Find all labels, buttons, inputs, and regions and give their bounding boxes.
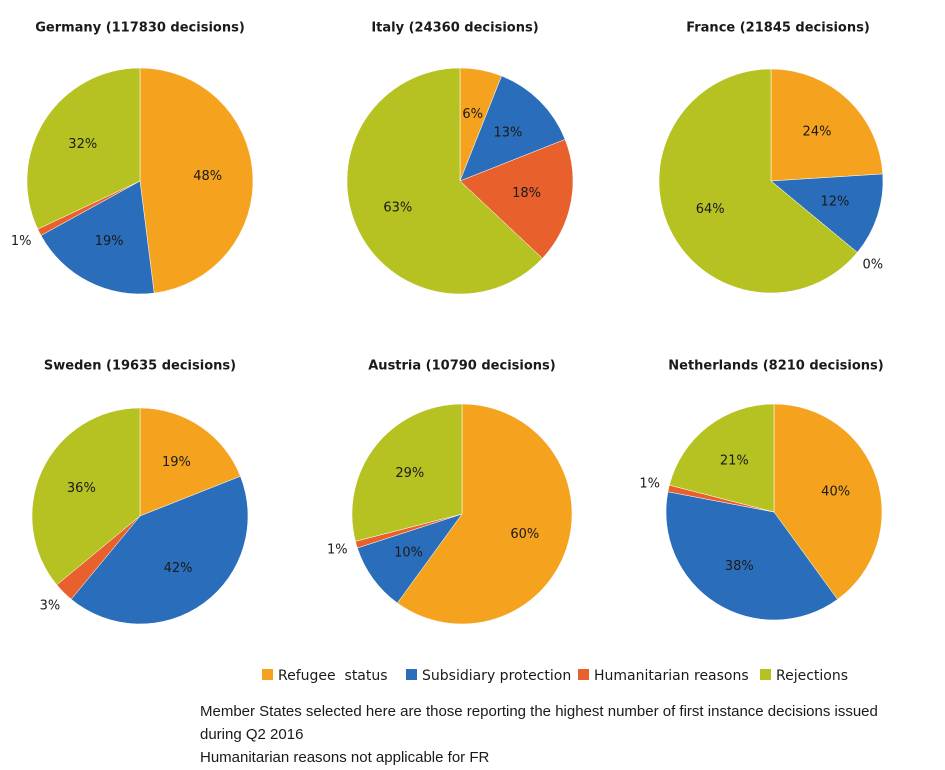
pie-slice	[396, 403, 573, 625]
pie-slice	[139, 407, 241, 517]
pie-slice	[658, 68, 858, 294]
slice-label: 29%	[395, 466, 424, 481]
pie-title: France (21845 decisions)	[686, 21, 870, 36]
slice-label: 19%	[95, 234, 124, 249]
slice-label: 48%	[193, 169, 222, 184]
slice-label: 13%	[493, 126, 522, 141]
slice-label: 38%	[725, 559, 754, 574]
pie-title: Italy (24360 decisions)	[371, 21, 538, 36]
pie-slice	[40, 180, 155, 295]
pie-slice	[26, 67, 141, 230]
slice-label: 1%	[11, 234, 32, 249]
pie-slice	[346, 67, 543, 295]
pie-slice	[31, 407, 141, 586]
pie-slice	[665, 491, 838, 621]
slice-label: 18%	[512, 186, 541, 201]
slice-label: 32%	[68, 137, 97, 152]
legend-swatch	[578, 669, 589, 680]
pie-slice	[70, 475, 249, 625]
pie-slice	[669, 403, 775, 513]
legend-label: Subsidiary protection	[422, 668, 571, 684]
slice-label: 0%	[863, 258, 884, 273]
slice-label: 3%	[40, 599, 61, 614]
pie-slice	[459, 139, 574, 259]
pie-slice	[770, 68, 884, 182]
pie-title: Netherlands (8210 decisions)	[668, 359, 883, 374]
footnote: Member States selected here are those re…	[200, 703, 878, 720]
slice-label: 63%	[383, 200, 412, 215]
footnote: Humanitarian reasons not applicable for …	[200, 749, 489, 766]
slice-label: 36%	[67, 481, 96, 496]
footnote: during Q2 2016	[200, 726, 303, 743]
pie-slice	[351, 403, 463, 542]
pie-slice	[773, 403, 883, 600]
slice-label: 1%	[639, 477, 660, 492]
legend-swatch	[760, 669, 771, 680]
slice-label: 12%	[820, 194, 849, 209]
legend-label: Refugee status	[278, 668, 388, 684]
slice-label: 21%	[720, 453, 749, 468]
slice-label: 40%	[821, 484, 850, 499]
legend-label: Humanitarian reasons	[594, 668, 749, 684]
slice-label: 42%	[164, 561, 193, 576]
slice-label: 1%	[327, 543, 348, 558]
slice-label: 64%	[696, 202, 725, 217]
pie-slice	[459, 75, 566, 182]
slice-label: 60%	[510, 527, 539, 542]
pie-slice	[139, 67, 254, 294]
legend-swatch	[262, 669, 273, 680]
slice-label: 24%	[803, 125, 832, 140]
slice-label: 6%	[462, 107, 483, 122]
slice-label: 10%	[394, 545, 423, 560]
legend-swatch	[406, 669, 417, 680]
pie-slice	[770, 173, 884, 253]
pie-title: Austria (10790 decisions)	[368, 359, 555, 374]
pie-title: Sweden (19635 decisions)	[44, 359, 236, 374]
slice-label: 19%	[162, 455, 191, 470]
pie-title: Germany (117830 decisions)	[35, 21, 245, 36]
legend-label: Rejections	[776, 668, 848, 684]
